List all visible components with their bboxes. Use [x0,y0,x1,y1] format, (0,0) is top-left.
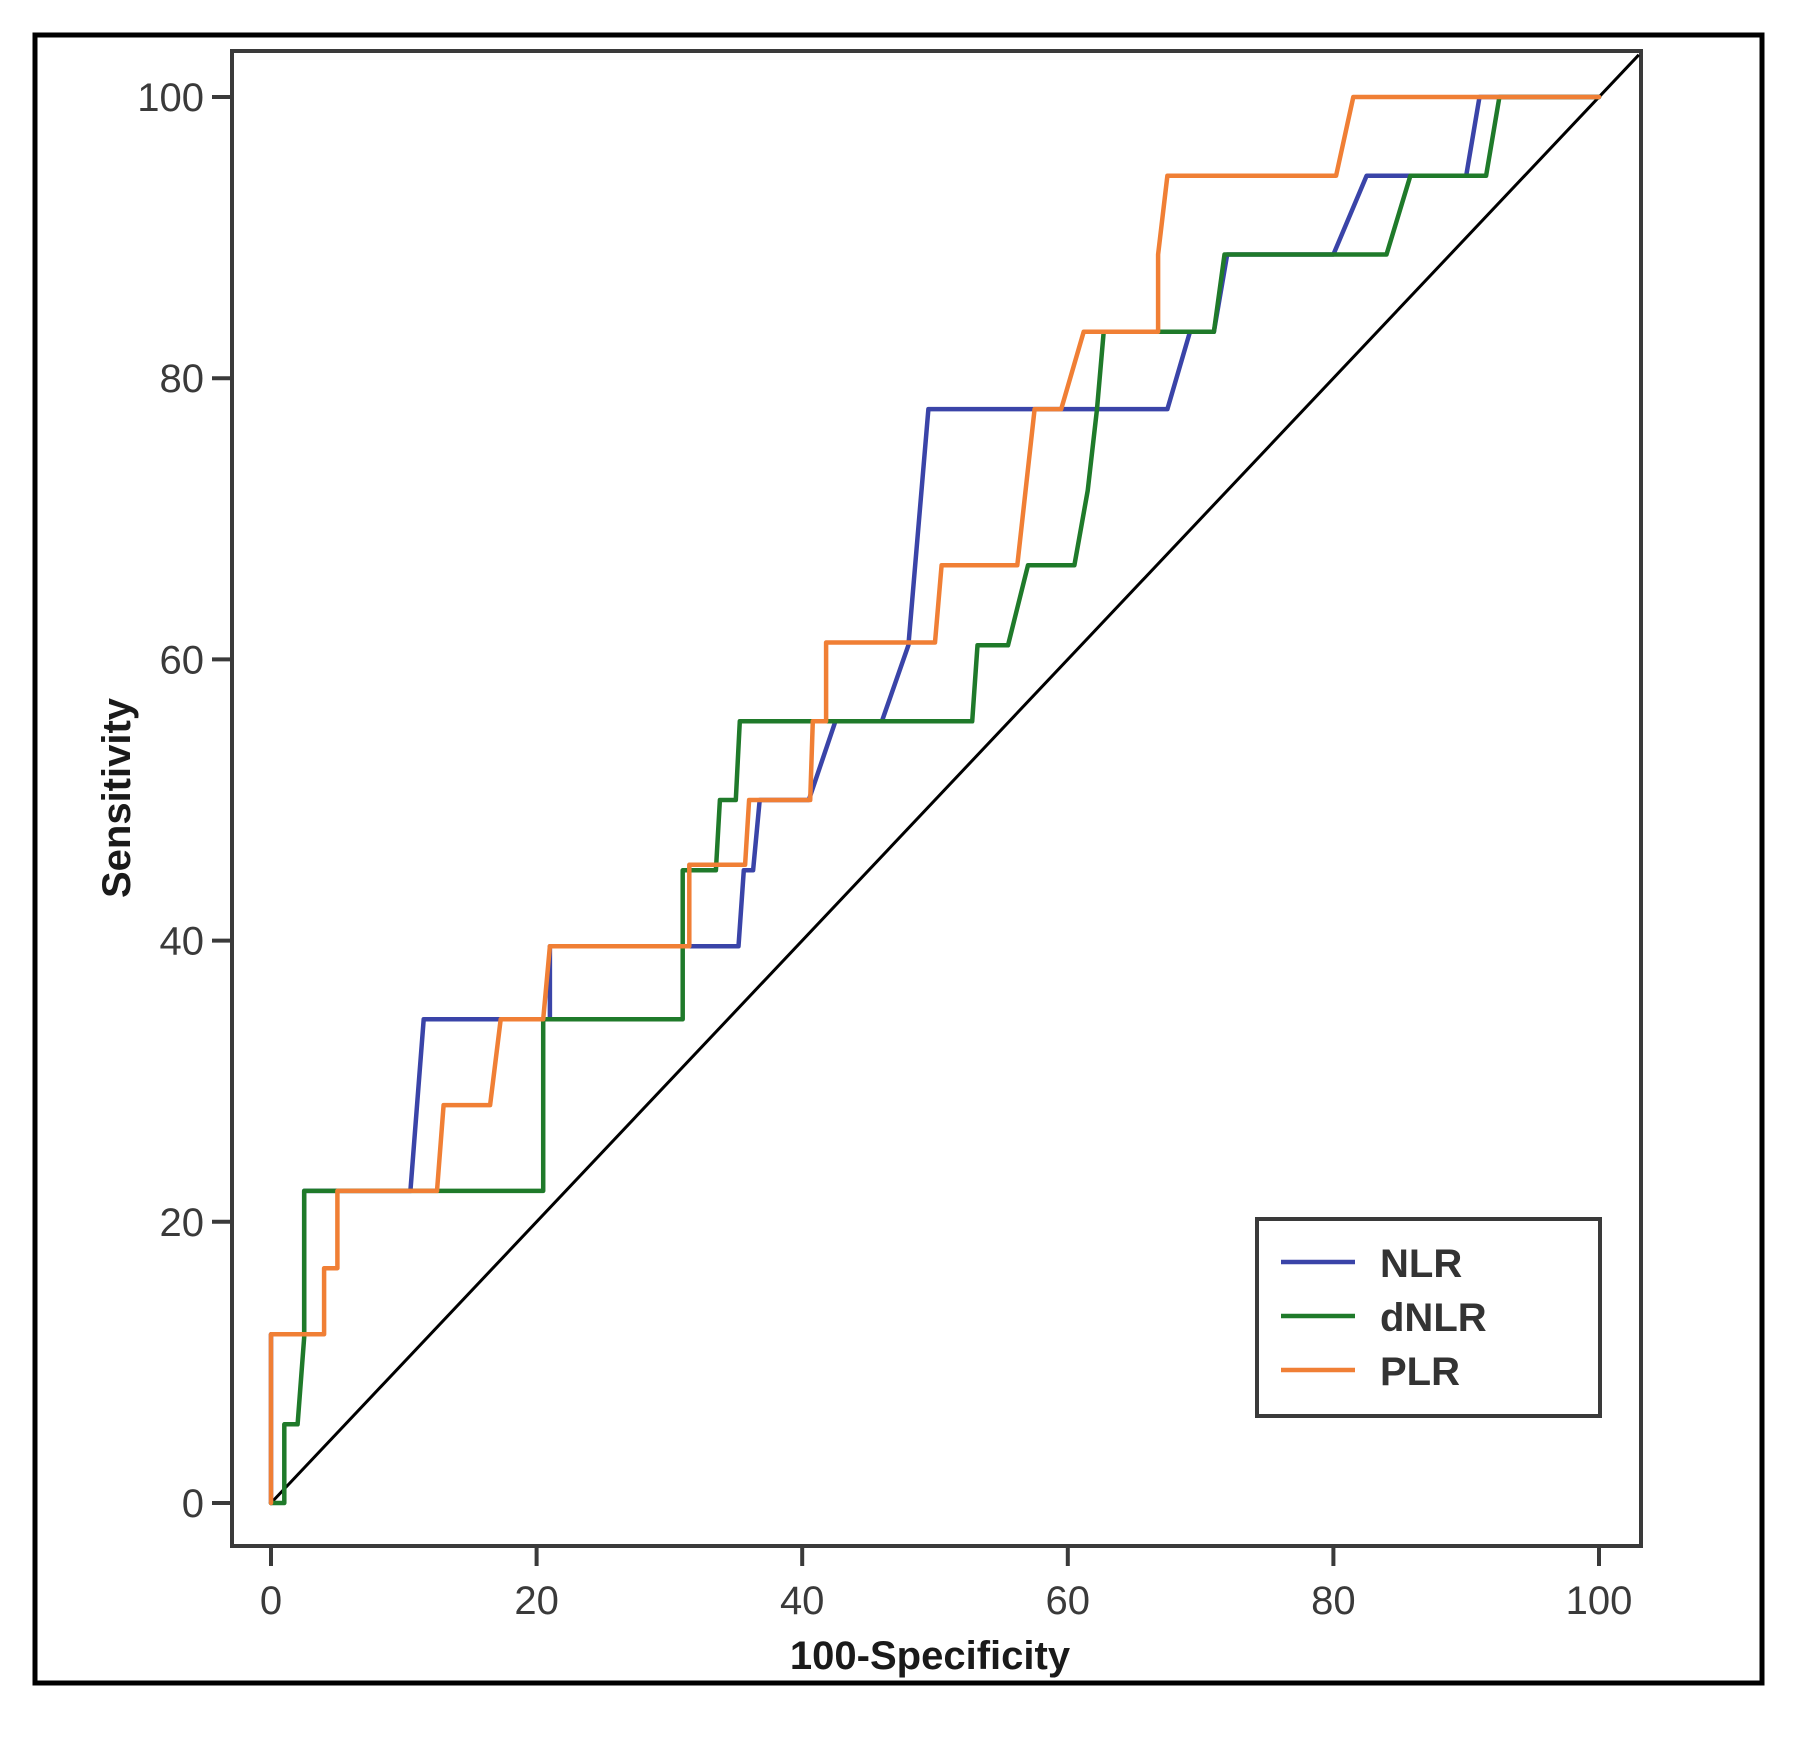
axis-ticks: 0 20 40 60 80 100 0 20 40 60 80 100 [137,76,1632,1623]
series-layer [268,94,1602,1506]
x-tick-label-40: 40 [780,1579,825,1623]
x-tick-label-60: 60 [1046,1579,1091,1623]
reference-line-layer [269,53,1640,1505]
legend-label-plr: PLR [1380,1350,1460,1394]
y-tick-label-100: 100 [137,76,204,120]
y-tick-label-20: 20 [160,1201,205,1245]
legend: NLR dNLR PLR [1255,1217,1602,1418]
roc-curve-plr [268,94,1602,1506]
roc-curve-dnlr [268,94,1602,1506]
legend-label-nlr: NLR [1380,1242,1462,1286]
y-tick-label-60: 60 [160,638,205,682]
x-tick-label-100: 100 [1566,1579,1633,1623]
x-axis-title: 100-Specificity [790,1634,1071,1678]
y-tick-label-0: 0 [182,1482,204,1526]
y-tick-label-40: 40 [160,920,205,964]
y-tick-label-80: 80 [160,357,205,401]
x-tick-label-20: 20 [514,1579,559,1623]
reference-diagonal-line [269,53,1640,1505]
legend-label-dnlr: dNLR [1380,1296,1487,1340]
x-tick-label-80: 80 [1311,1579,1356,1623]
y-axis-title: Sensitivity [95,697,139,898]
x-tick-label-0: 0 [260,1579,282,1623]
